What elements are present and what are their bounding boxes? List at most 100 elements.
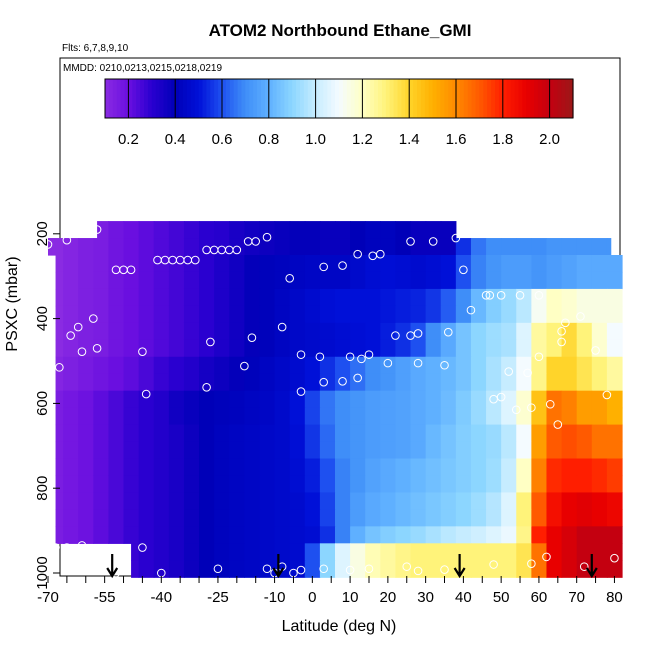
colorbar-swatch <box>491 79 496 118</box>
heatmap-cell <box>591 339 608 358</box>
heatmap-cell <box>365 288 381 307</box>
heatmap-cell <box>455 356 472 375</box>
heatmap-cell <box>93 407 110 426</box>
heatmap-cell <box>501 560 517 578</box>
heatmap-cell <box>55 322 64 341</box>
colorbar-swatch <box>315 79 321 118</box>
heatmap-cell <box>229 322 245 341</box>
heatmap-cell <box>455 373 472 392</box>
colorbar-swatch <box>424 79 430 118</box>
heatmap-cell <box>365 475 381 494</box>
heatmap-cell <box>138 390 155 409</box>
heatmap-cell <box>319 390 336 409</box>
heatmap-cell <box>168 526 185 544</box>
heatmap-cell <box>229 339 245 358</box>
colorbar-swatch <box>452 79 457 118</box>
observation-point <box>610 553 619 563</box>
heatmap-cell <box>425 390 442 409</box>
heatmap-cell <box>395 322 412 341</box>
observation-point <box>440 565 449 574</box>
observation-point <box>345 565 355 575</box>
heatmap-cell <box>259 271 276 290</box>
heatmap-cell <box>259 424 276 443</box>
heatmap-cell <box>561 339 578 358</box>
heatmap-cell <box>410 458 427 477</box>
heatmap-cell <box>395 238 412 256</box>
heatmap-cell <box>531 356 548 375</box>
heatmap-cell <box>168 390 185 409</box>
heatmap-cell <box>350 271 366 290</box>
colorbar-swatch <box>350 79 356 118</box>
observation-point <box>527 403 536 412</box>
heatmap-cell <box>410 492 427 510</box>
heatmap-cell <box>93 373 110 392</box>
heatmap-cell <box>304 255 321 273</box>
colorbar-swatch <box>456 79 461 118</box>
heatmap-cell <box>546 288 563 307</box>
heatmap-cell <box>55 492 64 510</box>
heatmap-cell <box>410 390 427 409</box>
colorbar-swatch <box>225 79 231 118</box>
heatmap-cell <box>365 407 381 426</box>
heatmap-cell <box>516 492 532 510</box>
heatmap-cell <box>55 255 64 273</box>
heatmap-cell <box>108 356 125 375</box>
heatmap-cell <box>319 322 336 341</box>
heatmap-cell <box>455 458 472 477</box>
flight-arrow <box>585 554 598 579</box>
heatmap-cell <box>319 288 336 307</box>
x-tick-label: -25 <box>207 589 229 606</box>
heatmap-cell <box>229 255 245 273</box>
heatmap-cell <box>591 543 608 561</box>
heatmap-cell <box>123 390 140 409</box>
heatmap-cell <box>591 322 608 341</box>
heatmap-cell <box>138 526 155 544</box>
observation-point <box>406 237 415 246</box>
heatmap-cell <box>486 543 502 561</box>
colorbar-swatch <box>183 79 188 118</box>
heatmap-cell <box>244 424 261 443</box>
heatmap-cell <box>350 475 366 494</box>
colorbar-swatch <box>428 79 434 118</box>
heatmap-cell <box>516 526 532 544</box>
heatmap-cell <box>486 305 502 324</box>
observation-points <box>43 225 619 578</box>
heatmap-cell <box>78 441 94 460</box>
heatmap-cell <box>410 543 427 561</box>
colorbar-swatch <box>261 79 266 118</box>
heatmap-cell <box>380 424 397 443</box>
colorbar-swatch <box>214 79 219 118</box>
heatmap-cell <box>516 424 532 443</box>
heatmap-cell <box>108 526 125 544</box>
heatmap-cell <box>591 560 608 578</box>
heatmap-cell <box>244 543 261 561</box>
heatmap-cell <box>123 255 140 273</box>
heatmap-cell <box>516 543 532 561</box>
heatmap-cell <box>395 390 412 409</box>
heatmap-cell <box>410 407 427 426</box>
heatmap-cell <box>153 424 170 443</box>
heatmap-cell <box>531 543 548 561</box>
heatmap-cell <box>410 373 427 392</box>
colorbar-swatch <box>105 79 110 118</box>
observation-point <box>240 361 249 371</box>
heatmap-cell <box>274 322 291 341</box>
colorbar-swatch <box>136 79 141 118</box>
heatmap-cell <box>470 271 487 290</box>
heatmap-cell <box>55 339 64 358</box>
heatmap-cell <box>576 407 593 426</box>
colorbar-swatch <box>467 79 473 118</box>
heatmap-cell <box>395 543 412 561</box>
heatmap-cell <box>289 475 306 494</box>
colorbar-swatch <box>335 79 340 118</box>
heatmap-cell <box>138 339 155 358</box>
colorbar-tick-label: 1.0 <box>305 131 326 148</box>
heatmap-cell <box>440 458 457 477</box>
heatmap-cell <box>501 288 517 307</box>
colorbar-tick-label: 1.8 <box>492 131 513 148</box>
colorbar-swatch <box>303 79 309 118</box>
colorbar-swatch <box>498 79 504 118</box>
heatmap-cell <box>123 373 140 392</box>
observation-point <box>141 389 151 399</box>
heatmap-cell <box>168 492 185 510</box>
